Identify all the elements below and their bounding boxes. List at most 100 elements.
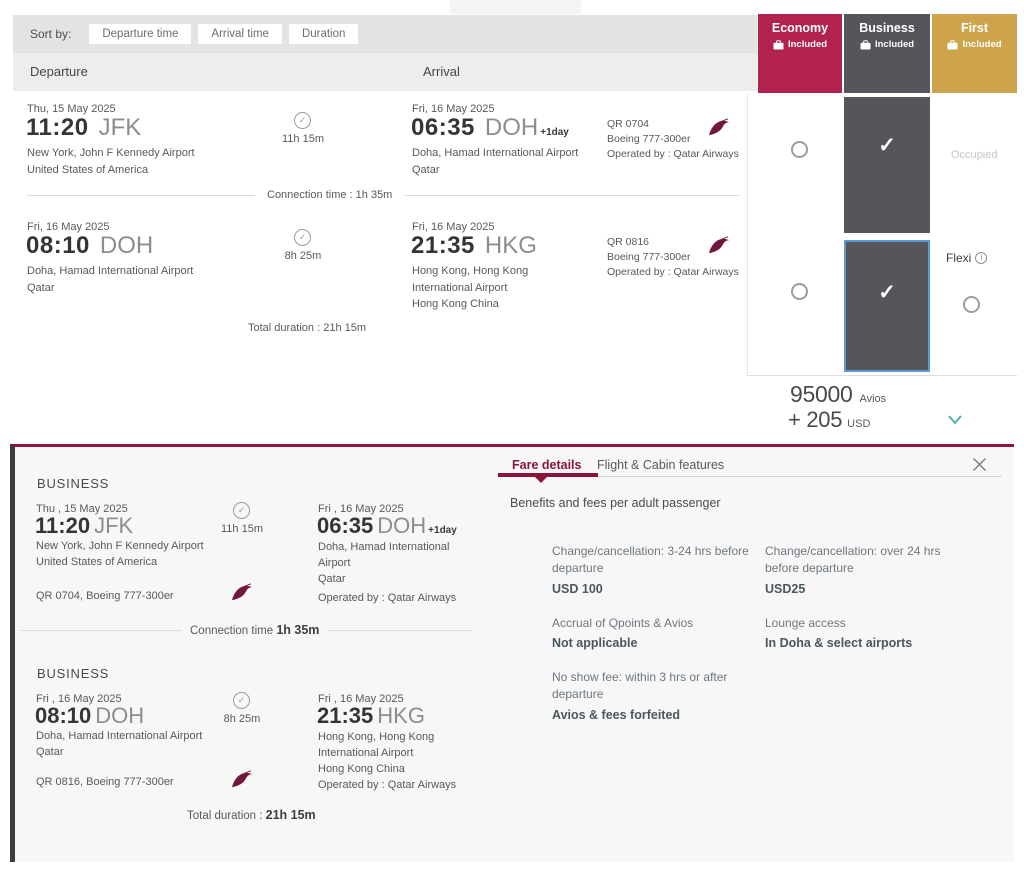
qatar-airways-oryx-logo-icon	[232, 770, 252, 788]
panel-segment1-plus-one-day: +1day	[428, 525, 457, 536]
qatar-airways-oryx-logo-icon	[232, 583, 252, 601]
segment1-flight-number: QR 0704	[607, 118, 650, 130]
price-cash: + 205	[788, 407, 843, 432]
panel-segment1-cabin: BUSINESS	[37, 476, 110, 491]
panel-segment1-flight-line: QR 0704, Boeing 777-300er	[36, 590, 174, 602]
economy-radio-segment1[interactable]	[791, 141, 808, 158]
first-occupied-label: Occupied	[951, 149, 998, 161]
panel-connection-value: 1h 35m	[276, 623, 320, 637]
benefit-item: Accrual of Qpoints & Avios Not applicabl…	[552, 616, 694, 651]
segment1-departure-code: JFK	[98, 114, 142, 141]
results-header: Departure Arrival	[13, 53, 757, 91]
benefit-item: No show fee: within 3 hrs or after depar…	[552, 670, 728, 722]
segment2-arrival-date: Fri, 16 May 2025	[412, 221, 495, 233]
duration-clock-icon	[233, 692, 250, 709]
qatar-airways-oryx-logo-icon	[709, 236, 729, 254]
panel-segment2-duration: 8h 25m	[223, 713, 261, 725]
duration-clock-icon	[294, 112, 311, 129]
segment1-arrival-airport: Doha, Hamad International Airport Qatar	[412, 147, 579, 176]
segment1-arrival-time: 06:35	[411, 114, 475, 141]
panel-segment2-arrival-code: HKG	[377, 703, 425, 728]
segment2-arrival-time: 21:35	[411, 232, 475, 259]
flexi-label: Flexi	[946, 251, 972, 265]
checkmark-icon: ✓	[878, 281, 896, 304]
panel-segment1-arrival-code: DOH	[377, 513, 427, 538]
panel-total-duration: Total duration : 21h 15m	[187, 808, 316, 822]
segment2-departure-code: DOH	[99, 232, 154, 259]
total-duration-text: Total duration : 21h 15m	[248, 322, 367, 334]
segment2-aircraft: Boeing 777-300er	[607, 251, 691, 264]
segment1-arrival-date: Fri, 16 May 2025	[412, 103, 495, 115]
first-flexi-radio[interactable]	[963, 296, 980, 313]
active-tab-pointer	[535, 477, 547, 483]
panel-segment1-departure-time: 11:20	[35, 513, 91, 538]
panel-segment2-flight-line: QR 0816, Boeing 777-300er	[36, 776, 174, 788]
price-cash-row: + 205 USD	[788, 407, 870, 433]
duration-clock-icon	[233, 502, 250, 519]
fare-column-header-economy: Economy Included	[758, 14, 842, 93]
segment2-duration: 8h 25m	[284, 250, 322, 262]
segment1-operated-by: Operated by : Qatar Airways	[607, 148, 739, 161]
tab-fare-details[interactable]: Fare details	[512, 458, 582, 472]
segment2-departure-airport: Doha, Hamad International Airport Qatar	[27, 265, 194, 294]
sort-arrival-time-button[interactable]: Arrival time	[198, 24, 282, 44]
panel-segment1-arrival-date: Fri , 16 May 2025	[318, 503, 404, 515]
segment2-arrival-airport: Hong Kong, Hong Kong International Airpo…	[412, 265, 529, 310]
qatar-airways-oryx-logo-icon	[709, 118, 729, 136]
connection-time-text: Connection time : 1h 35m	[267, 189, 393, 201]
active-tab-underline	[498, 473, 598, 477]
sort-departure-time-button[interactable]: Departure time	[89, 24, 192, 44]
panel-segment1-duration: 11h 15m	[221, 523, 263, 535]
panel-segment2-arrival-date: Fri , 16 May 2025	[318, 693, 404, 705]
panel-segment2-arrival-time: 21:35	[317, 703, 374, 728]
benefit-item: Lounge access In Doha & select airports	[765, 616, 913, 651]
panel-segment2-departure-code: DOH	[95, 703, 145, 728]
economy-radio-segment2[interactable]	[791, 283, 808, 300]
segment2-departure-time-row: 08:10 DOH	[26, 232, 153, 260]
departure-column-header: Departure	[30, 64, 88, 79]
close-icon[interactable]	[972, 457, 987, 472]
segment1-duration: 11h 15m	[282, 133, 324, 145]
panel-segment2-operated-by: Operated by : Qatar Airways	[318, 778, 457, 791]
connection-divider: Connection time : 1h 35m	[27, 189, 740, 201]
matrix-left-divider	[747, 93, 748, 375]
segment1-plus-one-day: +1day	[540, 127, 569, 138]
segment2-departure-time: 08:10	[26, 232, 90, 259]
panel-segment1-departure-code: JFK	[94, 513, 134, 538]
benefit-item: Change/cancellation: 3-24 hrs before dep…	[552, 544, 749, 596]
panel-segment1-departure-airport: New York, John F Kennedy Airport United …	[36, 540, 204, 568]
segment1-arrival-code: DOH	[484, 114, 539, 141]
panel-segment1-departure-date: Thu , 15 May 2025	[36, 503, 128, 515]
arrival-column-header: Arrival	[423, 64, 460, 79]
sort-duration-button[interactable]: Duration	[288, 24, 359, 44]
segment2-departure-date: Fri, 16 May 2025	[27, 221, 110, 233]
flexi-info-icon[interactable]: i	[975, 252, 988, 264]
price-miles-row: 95000 Avios	[790, 381, 886, 408]
business-selected-cell-segment2[interactable]: ✓	[844, 240, 930, 372]
panel-segment1-departure-time-row: 11:20 JFK	[35, 513, 133, 539]
panel-segment1-arrival-airport: Doha, Hamad International Airport Qatar …	[318, 540, 468, 607]
price-miles-unit: Avios	[859, 393, 887, 405]
segment1-aircraft: Boeing 777-300er	[607, 133, 691, 146]
sort-bar: Sort by: Departure time Arrival time Dur…	[13, 15, 757, 53]
segment1-arrival-time-row: 06:35 DOH +1day	[411, 114, 569, 142]
tab-flight-cabin-features[interactable]: Flight & Cabin features	[597, 458, 725, 472]
panel-segment2-arrival-airport: Hong Kong, Hong Kong International Airpo…	[318, 730, 458, 794]
panel-segment2-departure-date: Fri , 16 May 2025	[36, 693, 122, 705]
baggage-icon	[947, 39, 958, 49]
duration-clock-icon	[294, 229, 311, 246]
business-selected-cell-segment1[interactable]: ✓	[844, 97, 930, 233]
segment1-departure-time-row: 11:20 JFK	[26, 114, 141, 142]
panel-segment2-departure-time: 08:10	[35, 703, 92, 728]
panel-connection-divider: Connection time 1h 35m	[20, 623, 473, 637]
collapse-chevron-icon[interactable]	[946, 414, 964, 426]
segment2-operated-by: Operated by : Qatar Airways	[607, 266, 739, 279]
panel-segment2-arrival-time-row: 21:35 HKG	[317, 703, 425, 729]
segment1-departure-date: Thu, 15 May 2025	[27, 103, 116, 115]
segment2-flight-number: QR 0816	[607, 236, 650, 248]
panel-segment1-operated-by: Operated by : Qatar Airways	[318, 591, 457, 604]
overlay-fragment	[450, 0, 581, 14]
panel-segment1-arrival-time: 06:35	[317, 513, 374, 538]
panel-segment2-cabin: BUSINESS	[37, 666, 110, 681]
